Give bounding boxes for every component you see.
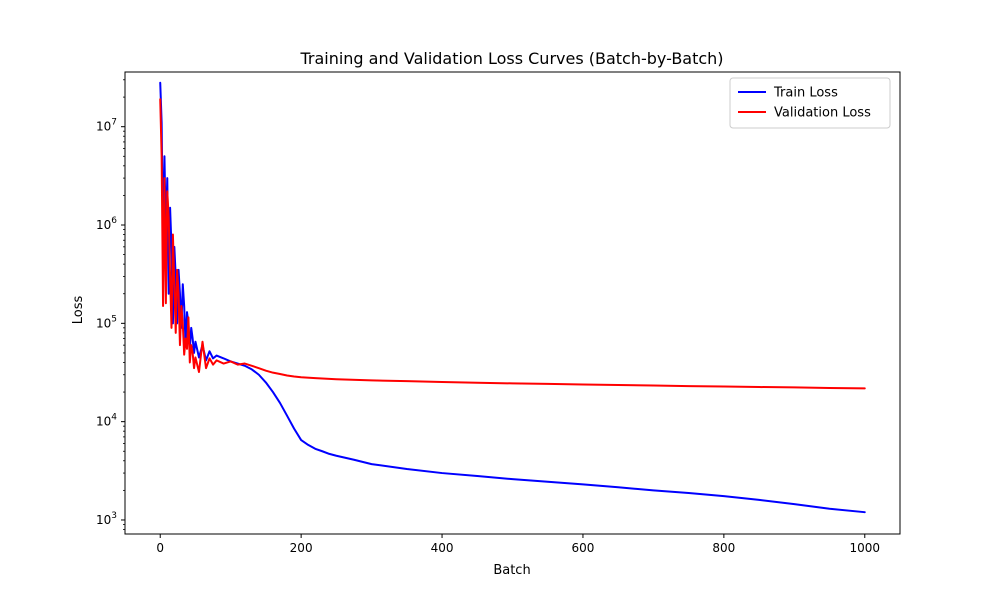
y-axis-label: Loss: [71, 296, 86, 325]
x-tick-label: 600: [572, 541, 595, 555]
series-line-validation-loss: [159, 98, 866, 390]
y-tick-label: 104: [96, 413, 117, 429]
y-tick-label: 106: [96, 216, 117, 232]
legend-label-train-loss: Train Loss: [773, 86, 838, 101]
x-tick-label: 400: [431, 541, 454, 555]
series-line-train-loss: [159, 81, 866, 514]
y-tick-label: 105: [96, 314, 117, 330]
axes-frame: [124, 71, 901, 535]
chart-title: Training and Validation Loss Curves (Bat…: [299, 49, 723, 68]
y-tick-label: 103: [96, 511, 117, 527]
y-tick-label: 107: [96, 118, 117, 134]
x-tick-label: 800: [712, 541, 735, 555]
x-tick-label: 1000: [849, 541, 880, 555]
x-tick-label: 0: [156, 541, 164, 555]
legend-box: [729, 77, 891, 129]
x-tick-label: 200: [290, 541, 313, 555]
x-axis-label: Batch: [493, 563, 530, 578]
plot-area: 0 200 400 600 800 1000 103 104 105 106 107 Train Lo…: [96, 71, 901, 555]
legend-label-validation-loss: Validation Loss: [774, 106, 871, 121]
